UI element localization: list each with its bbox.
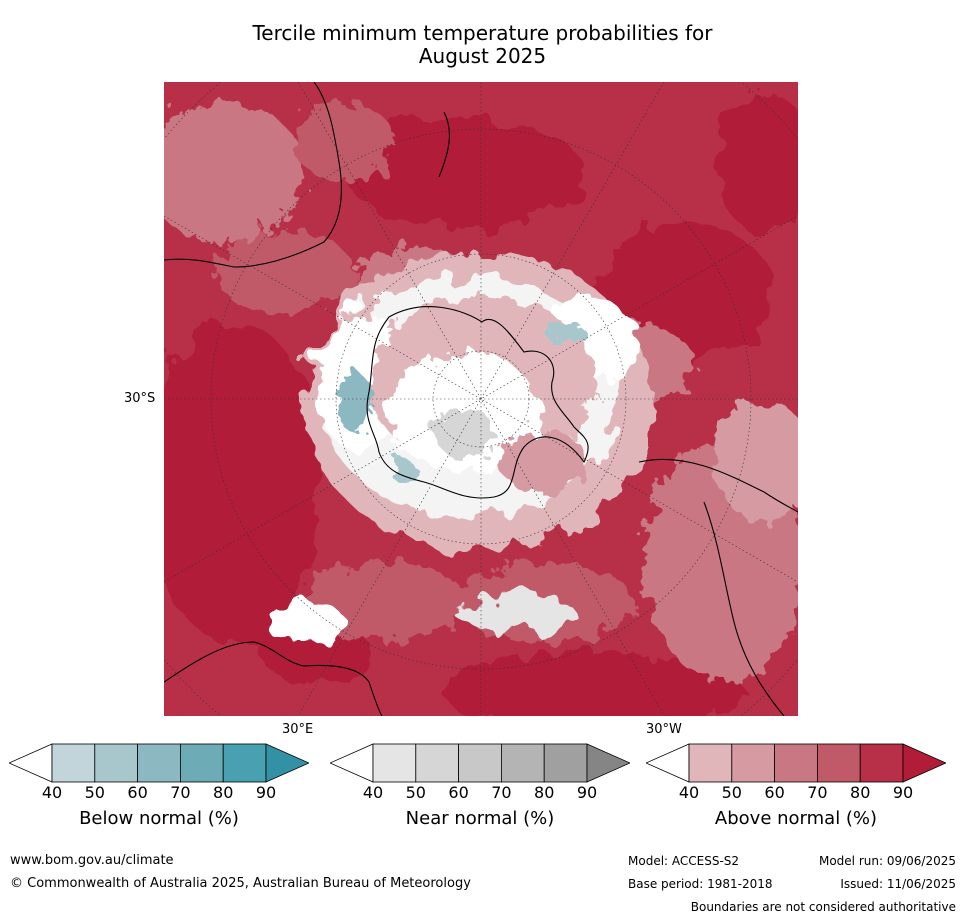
above-tick-label: 60 xyxy=(764,783,785,802)
above-colorbar-segment xyxy=(859,743,904,783)
near-normal-ticks: 40 50 60 70 80 90 xyxy=(330,783,630,803)
below-tick-label: 70 xyxy=(170,783,191,802)
near-colorbar-segment xyxy=(543,743,588,783)
above-tick-label: 90 xyxy=(892,783,914,802)
above-tick-label: 40 xyxy=(678,783,700,802)
below-colorbar-segment xyxy=(51,743,96,783)
above-colorbar-segment xyxy=(774,743,818,783)
above-colorbar-segment xyxy=(688,743,733,783)
chart-title: Tercile minimum temperature probabilitie… xyxy=(0,22,965,68)
chart-title-line2: August 2025 xyxy=(418,44,547,68)
near-tick-label: 50 xyxy=(405,783,426,802)
near-colorbar-svg xyxy=(330,743,630,783)
below-colorbar-under xyxy=(9,743,53,783)
model-text: Model: ACCESS-S2 xyxy=(628,854,740,868)
below-normal-ticks: 40 50 60 70 80 90 xyxy=(9,783,309,803)
below-tick-label: 50 xyxy=(84,783,105,802)
above-normal-ticks: 40 50 60 70 80 90 xyxy=(646,783,946,803)
below-colorbar-segment xyxy=(137,743,181,783)
lon-label-30e: 30°E xyxy=(282,722,314,737)
lon-label-30w: 30°W xyxy=(646,722,682,737)
below-colorbar-svg xyxy=(9,743,309,783)
above-tick-label: 70 xyxy=(807,783,828,802)
near-tick-label: 40 xyxy=(362,783,384,802)
above-normal-label: Above normal (%) xyxy=(714,808,878,829)
near-normal-colorbar xyxy=(330,743,630,783)
antarctica-field xyxy=(336,297,597,492)
below-tick-label: 60 xyxy=(127,783,148,802)
below-colorbar-over xyxy=(265,743,309,783)
above-colorbar-segment xyxy=(816,743,861,783)
below-tick-label: 90 xyxy=(255,783,277,802)
model-run-text: Model run: 09/06/2025 xyxy=(818,854,956,868)
near-tick-label: 70 xyxy=(491,783,512,802)
below-colorbar-segment xyxy=(222,743,267,783)
below-tick-label: 80 xyxy=(213,783,234,802)
graticule xyxy=(164,82,798,716)
below-tick-label: 40 xyxy=(41,783,63,802)
near-colorbar-under xyxy=(330,743,374,783)
above-tick-label: 50 xyxy=(721,783,742,802)
below-colorbar-segment xyxy=(179,743,224,783)
near-colorbar-segment xyxy=(372,743,417,783)
near-colorbar-segment xyxy=(500,743,545,783)
above-tick-label: 80 xyxy=(850,783,871,802)
near-tick-label: 60 xyxy=(448,783,469,802)
copyright-text: © Commonwealth of Australia 2025, Austra… xyxy=(10,876,471,891)
near-colorbar-over xyxy=(586,743,630,783)
near-colorbar-segment xyxy=(458,743,502,783)
coastlines xyxy=(164,82,798,716)
polar-map-canvas xyxy=(164,82,798,716)
near-colorbar-segment xyxy=(415,743,460,783)
near-tick-label: 90 xyxy=(576,783,598,802)
above-colorbar-segment xyxy=(731,743,776,783)
polar-map xyxy=(164,82,798,716)
chart-title-line1: Tercile minimum temperature probabilitie… xyxy=(252,21,713,45)
above-normal-90-zone xyxy=(164,92,798,716)
above-normal-colorbar xyxy=(646,743,946,783)
issued-text: Issued: 11/06/2025 xyxy=(840,877,956,891)
website-text: www.bom.gov.au/climate xyxy=(10,853,174,868)
above-colorbar-svg xyxy=(646,743,946,783)
above-colorbar-over xyxy=(902,743,946,783)
lat-label-30s: 30°S xyxy=(124,391,156,406)
disclaimer-text: Boundaries are not considered authoritat… xyxy=(690,900,956,914)
base-period-text: Base period: 1981-2018 xyxy=(628,877,773,891)
below-normal-label: Below normal (%) xyxy=(79,808,239,829)
above-colorbar-under xyxy=(646,743,690,783)
near-tick-label: 80 xyxy=(534,783,555,802)
near-normal-label: Near normal (%) xyxy=(405,808,555,829)
below-normal-colorbar xyxy=(9,743,309,783)
below-colorbar-segment xyxy=(94,743,139,783)
